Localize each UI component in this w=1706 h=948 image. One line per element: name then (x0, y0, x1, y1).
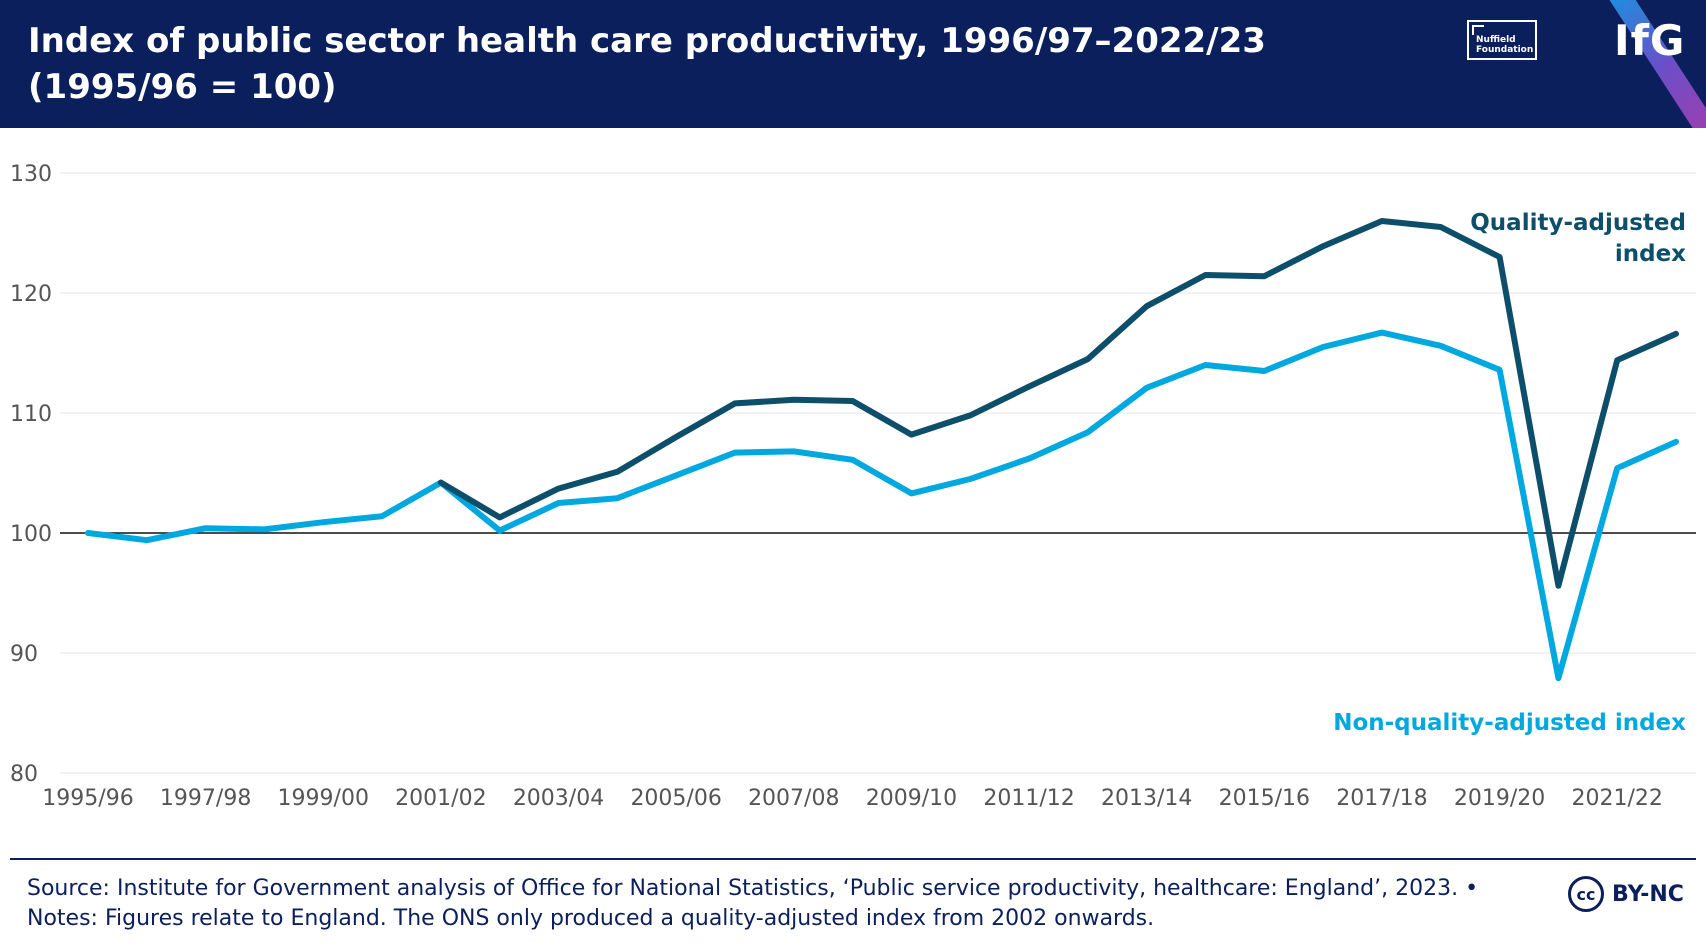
x-tick-label: 2019/20 (1454, 786, 1545, 811)
y-tick-label: 90 (10, 642, 38, 667)
x-tick-label: 2011/12 (983, 786, 1074, 811)
header-banner: Index of public sector health care produ… (0, 0, 1706, 128)
notes-line: Notes: Figures relate to England. The ON… (27, 906, 1155, 931)
series-label-quality-adjusted: Quality-adjusted (1470, 210, 1686, 236)
x-tick-label: 2017/18 (1336, 786, 1427, 811)
ifg-logo: IfG (1614, 16, 1686, 65)
x-tick-label: 2013/14 (1101, 786, 1192, 811)
x-tick-label: 2001/02 (395, 786, 486, 811)
x-tick-label: 2009/10 (866, 786, 957, 811)
y-tick-label: 130 (10, 162, 52, 187)
y-tick-label: 100 (10, 522, 52, 547)
x-tick-label: 1997/98 (160, 786, 251, 811)
footer-divider (10, 858, 1696, 860)
nuffield-foundation-logo: Nuffield Foundation (1467, 20, 1537, 60)
chart-title: Index of public sector health care produ… (28, 21, 1266, 107)
x-tick-label: 2007/08 (748, 786, 839, 811)
source-note: Source: Institute for Government analysi… (27, 874, 1557, 934)
x-tick-label: 2003/04 (513, 786, 604, 811)
logo-corner-mark (1472, 25, 1484, 35)
logo-line-2: Foundation (1476, 45, 1534, 55)
creative-commons-icon: cc (1568, 876, 1604, 912)
y-tick-label: 110 (10, 402, 52, 427)
x-tick-label: 1995/96 (42, 786, 133, 811)
source-line: Source: Institute for Government analysi… (27, 876, 1479, 901)
x-tick-label: 2005/06 (630, 786, 721, 811)
license-badge: cc BY-NC (1568, 876, 1684, 912)
series-label-non-quality-adjusted: Non-quality-adjusted index (1333, 710, 1686, 736)
y-tick-label: 120 (10, 282, 52, 307)
logo-line-1: Nuffield (1476, 35, 1516, 45)
series-line-non-quality-adjusted (85, 329, 1679, 682)
series-label-quality-adjusted: index (1615, 241, 1686, 267)
series-line-quality-adjusted (437, 218, 1679, 589)
x-tick-label: 1999/00 (278, 786, 369, 811)
x-tick-label: 2015/16 (1219, 786, 1310, 811)
y-tick-label: 80 (10, 762, 38, 787)
x-tick-label: 2021/22 (1571, 786, 1662, 811)
license-label: BY-NC (1612, 881, 1684, 907)
